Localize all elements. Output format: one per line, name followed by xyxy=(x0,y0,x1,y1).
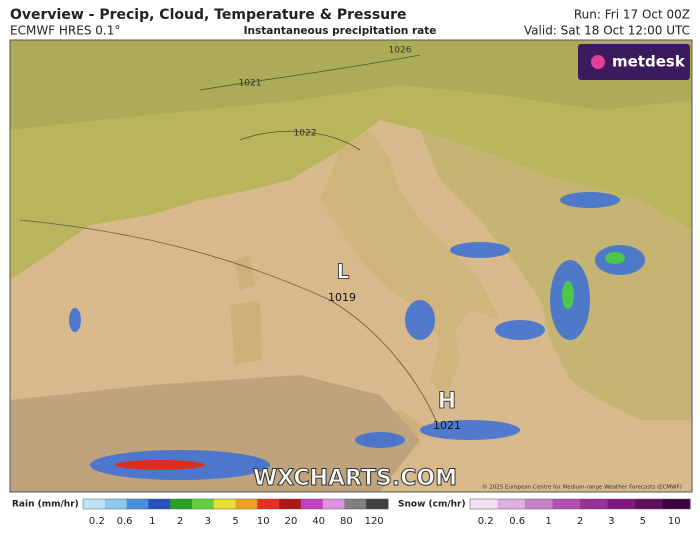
legend-tick-label: 1 xyxy=(149,516,155,527)
high-symbol: H xyxy=(438,389,456,414)
model: ECMWF HRES 0.1° xyxy=(10,24,120,38)
legend-bar-border xyxy=(82,498,389,510)
legend-swatch xyxy=(366,499,389,509)
legend-tick-label: 20 xyxy=(285,516,298,527)
logo-icon xyxy=(591,55,605,69)
legend-swatch xyxy=(344,499,367,509)
legend-swatch xyxy=(191,499,215,509)
isobar-label: 1026 xyxy=(389,46,412,56)
legend-swatch xyxy=(104,499,128,509)
legend-swatch xyxy=(213,499,236,509)
legend-swatch xyxy=(607,499,636,509)
copyright: © 2025 European Centre for Medium-range … xyxy=(482,484,682,491)
legend-swatch xyxy=(300,499,324,509)
legend-swatch xyxy=(279,499,302,509)
map xyxy=(10,40,692,492)
isobar-label: 1022 xyxy=(294,129,317,139)
legend-tick-label: 1 xyxy=(545,516,551,527)
legend-swatch xyxy=(148,499,171,509)
precip-extreme xyxy=(115,460,205,470)
legend-tick-label: 0.2 xyxy=(478,516,494,527)
low-symbol: L xyxy=(337,260,350,284)
legend-swatch xyxy=(552,499,581,509)
legend-tick-label: 5 xyxy=(640,516,646,527)
legend-swatch xyxy=(662,499,691,509)
legend-tick-label: 5 xyxy=(232,516,238,527)
legend-swatch xyxy=(635,499,663,509)
legend-tick-label: 2 xyxy=(177,516,183,527)
watermark: WXCHARTS.COM xyxy=(253,466,457,491)
isobar-label: 1021 xyxy=(239,79,262,89)
precip-heavy xyxy=(562,252,625,309)
legend-swatch xyxy=(580,499,608,509)
snow-legend-title: Snow (cm/hr) xyxy=(398,500,466,510)
legend-tick-label: 10 xyxy=(668,516,681,527)
legend-swatch xyxy=(83,499,106,509)
legend-swatch xyxy=(497,499,526,509)
legend-bar-border xyxy=(469,498,691,510)
rain-legend-title: Rain (mm/hr) xyxy=(12,500,79,510)
legends: 0.2 0.6 1 2 3 5 10 20 40 80 120 0.2 0.6 1 2 3 5 10 xyxy=(82,498,691,527)
legend-swatch xyxy=(257,499,280,509)
legend-tick-label: 120 xyxy=(365,516,384,527)
legend-tick-label: 0.6 xyxy=(117,516,133,527)
legend-swatch xyxy=(170,499,193,509)
run: Run: Fri 17 Oct 00Z xyxy=(574,8,690,22)
legend-tick-label: 2 xyxy=(577,516,583,527)
high-value: 1021 xyxy=(433,419,461,432)
map-border xyxy=(9,39,693,493)
isobar xyxy=(19,219,441,431)
legend-tick-label: 40 xyxy=(312,516,325,527)
legend-swatch xyxy=(322,499,345,509)
legend-tick-label: 0.6 xyxy=(509,516,525,527)
legend-swatch xyxy=(235,499,258,509)
logo-box xyxy=(578,44,690,80)
title: Overview - Precip, Cloud, Temperature & … xyxy=(10,7,407,23)
legend-tick-label: 3 xyxy=(205,516,211,527)
alps xyxy=(10,40,692,130)
legend-swatch xyxy=(126,499,149,509)
legend-swatch xyxy=(525,499,553,509)
valid: Valid: Sat 18 Oct 12:00 UTC xyxy=(524,24,690,38)
legend-tick-label: 10 xyxy=(257,516,270,527)
low-value: 1019 xyxy=(328,291,356,304)
isobar xyxy=(239,130,361,151)
italy xyxy=(320,130,500,400)
legend-tick-label: 80 xyxy=(340,516,353,527)
legend-tick-label: 0.2 xyxy=(89,516,105,527)
legend-swatch xyxy=(470,499,498,509)
product: Instantaneous precipitation rate xyxy=(244,25,437,37)
legend-tick-label: 3 xyxy=(608,516,614,527)
logo: metdesk xyxy=(612,53,686,71)
isobar xyxy=(199,54,421,91)
